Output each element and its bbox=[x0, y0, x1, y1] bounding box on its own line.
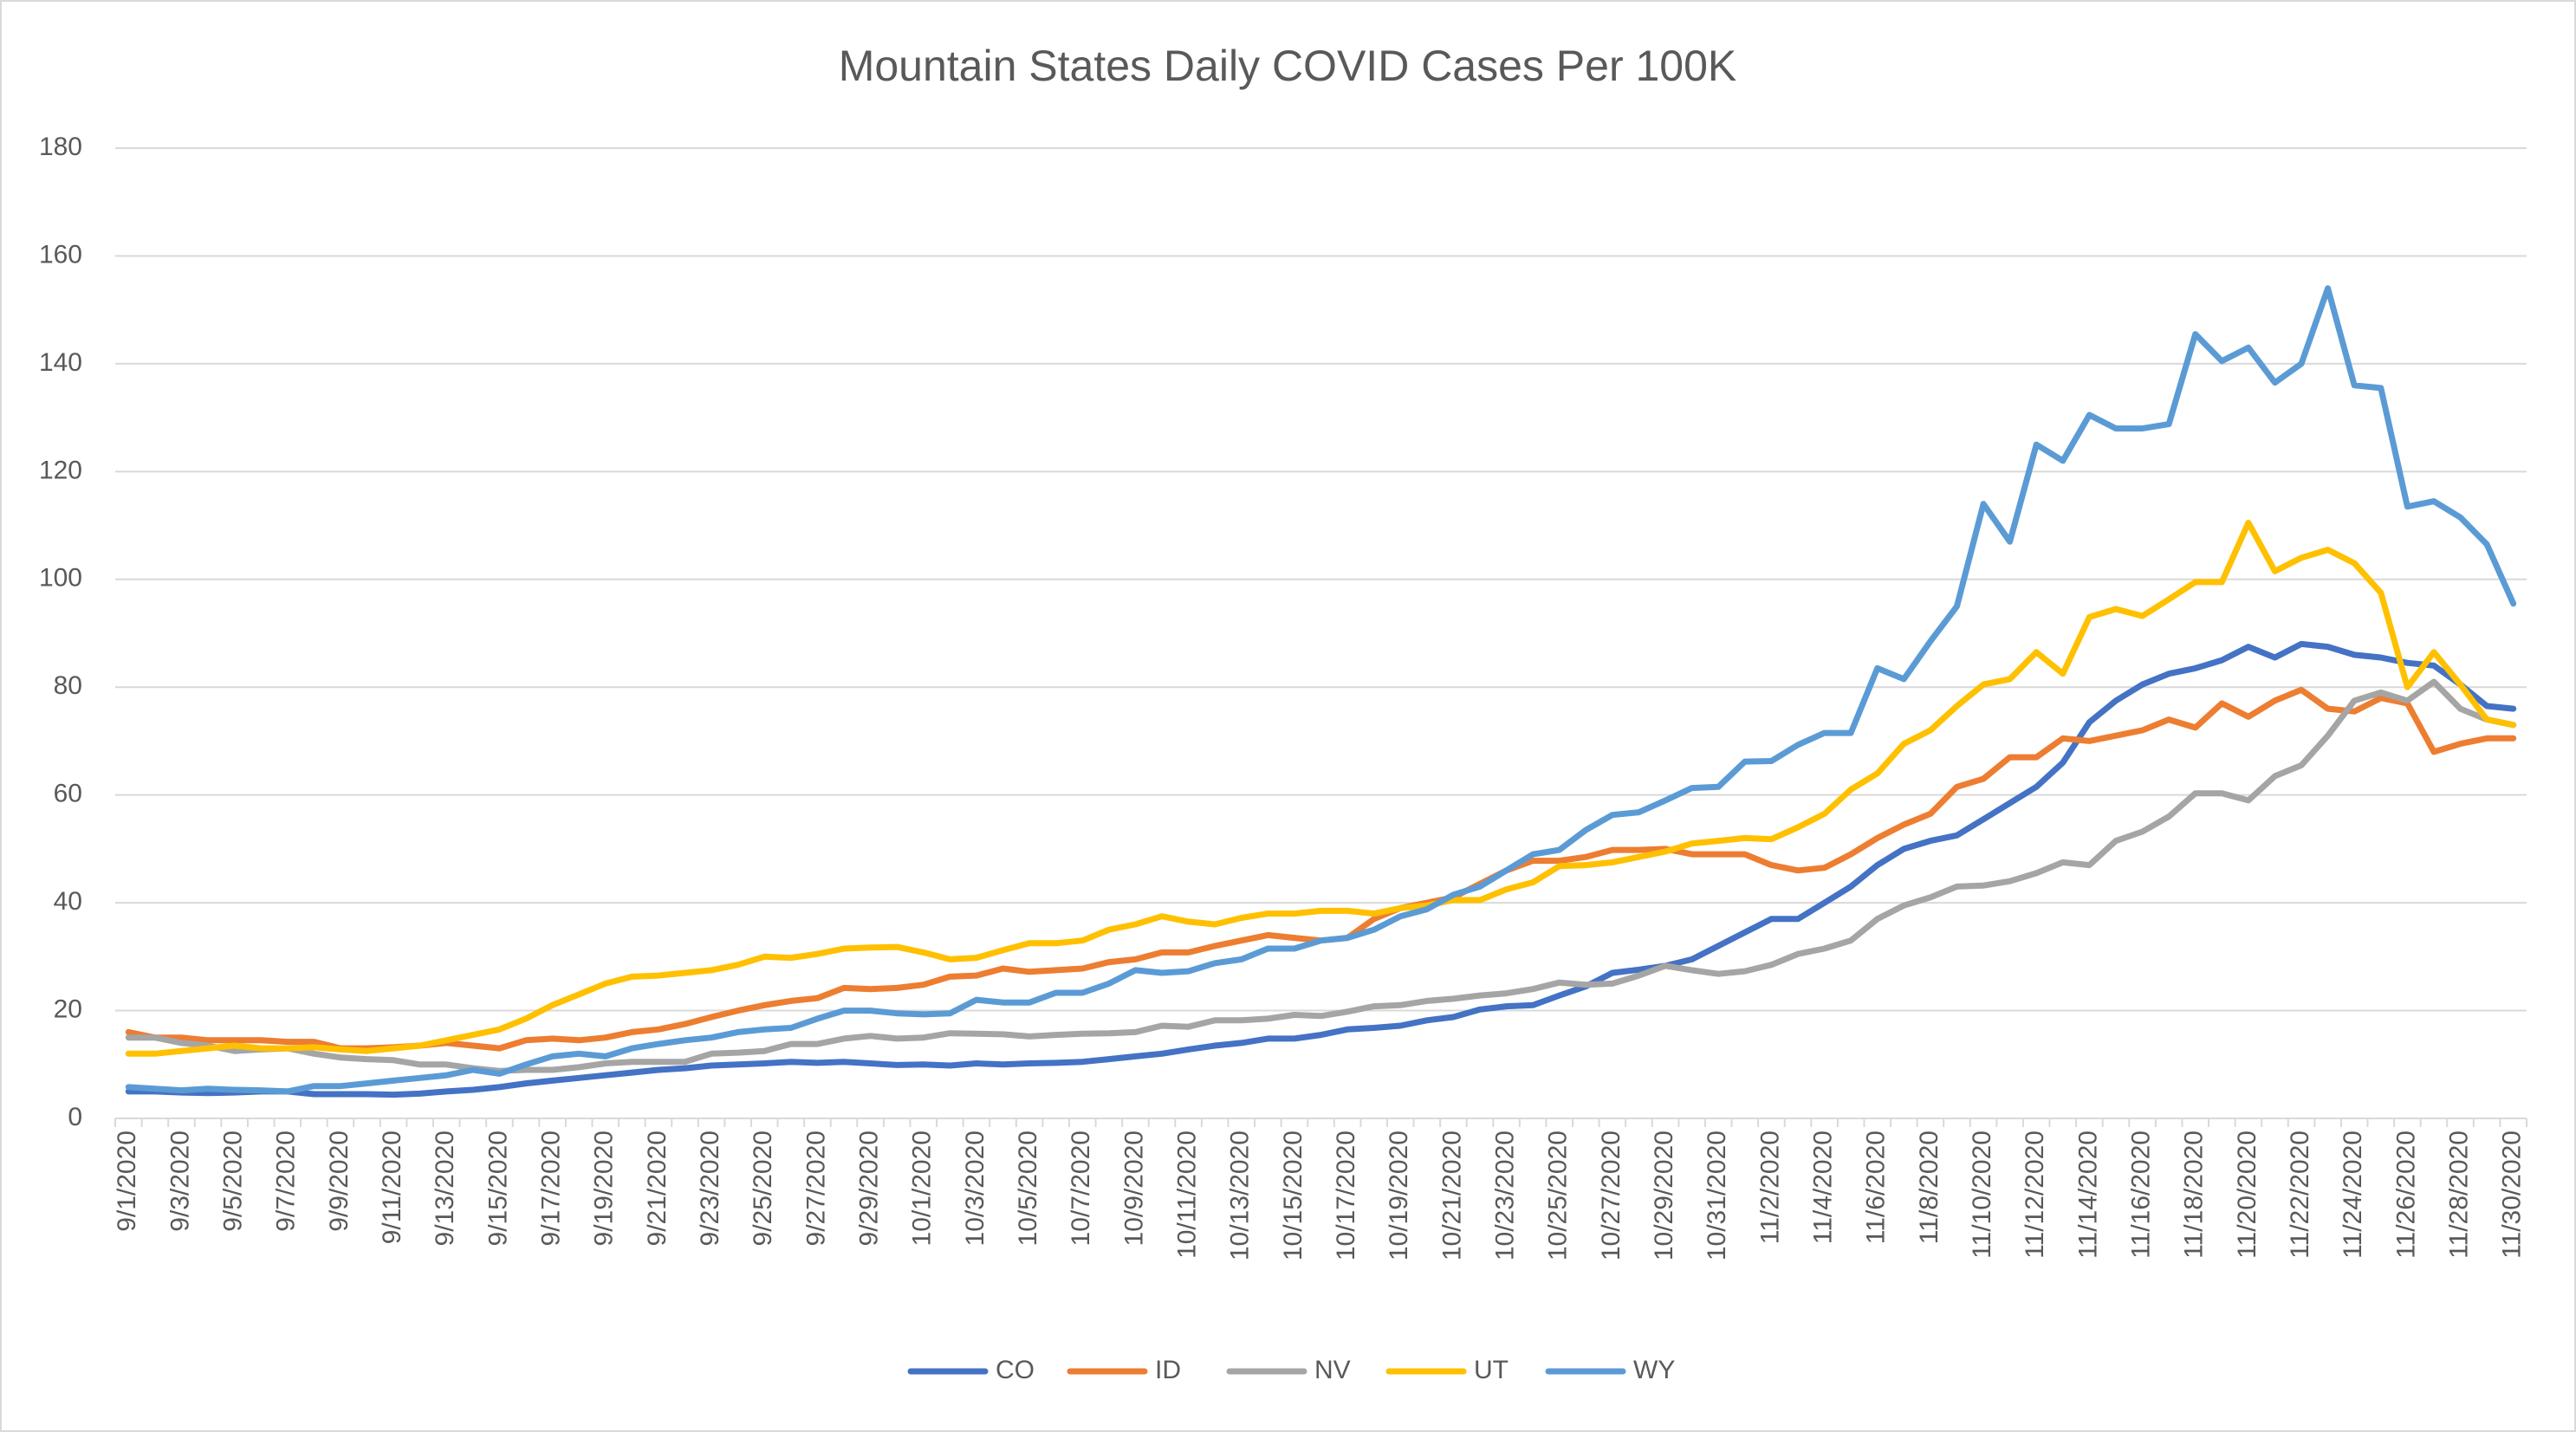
x-tick-label: 11/20/2020 bbox=[2233, 1131, 2261, 1259]
x-tick-label: 10/31/2020 bbox=[1703, 1131, 1731, 1260]
x-tick-label: 9/19/2020 bbox=[590, 1131, 619, 1246]
x-tick-label: 11/12/2020 bbox=[2021, 1131, 2049, 1259]
x-tick-label: 10/29/2020 bbox=[1650, 1131, 1678, 1260]
series-line bbox=[125, 519, 2517, 1057]
legend-label: NV bbox=[1314, 1356, 1351, 1384]
x-tick-label: 10/19/2020 bbox=[1385, 1131, 1413, 1260]
x-tick-label: 11/28/2020 bbox=[2444, 1131, 2473, 1259]
x-tick-label: 11/16/2020 bbox=[2126, 1131, 2155, 1259]
x-tick-label: 10/1/2020 bbox=[908, 1131, 937, 1246]
x-tick-label: 10/23/2020 bbox=[1490, 1131, 1519, 1260]
series-line bbox=[125, 678, 2517, 1074]
x-tick-label: 10/5/2020 bbox=[1014, 1131, 1042, 1246]
legend-label: ID bbox=[1155, 1356, 1181, 1384]
x-tick-label: 9/15/2020 bbox=[483, 1131, 512, 1246]
x-tick-label: 10/15/2020 bbox=[1279, 1131, 1307, 1260]
x-tick-label: 9/23/2020 bbox=[696, 1131, 724, 1246]
x-tick-label: 10/17/2020 bbox=[1332, 1131, 1360, 1260]
x-tick-label: 9/21/2020 bbox=[643, 1131, 672, 1246]
legend-label: WY bbox=[1633, 1356, 1675, 1384]
x-tick-label: 9/13/2020 bbox=[431, 1131, 459, 1246]
x-tick-label: 9/17/2020 bbox=[537, 1131, 566, 1246]
y-tick-label: 80 bbox=[54, 671, 82, 700]
x-tick-label: 11/30/2020 bbox=[2498, 1131, 2527, 1259]
y-tick-label: 160 bbox=[39, 240, 82, 269]
x-tick-label: 9/7/2020 bbox=[272, 1131, 301, 1232]
x-tick-label: 11/14/2020 bbox=[2073, 1131, 2102, 1259]
x-tick-label: 9/29/2020 bbox=[855, 1131, 884, 1246]
x-tick-label: 10/11/2020 bbox=[1173, 1131, 1202, 1259]
x-tick-label: 11/24/2020 bbox=[2339, 1131, 2367, 1259]
x-tick-label: 10/25/2020 bbox=[1544, 1131, 1573, 1260]
y-tick-label: 20 bbox=[54, 995, 82, 1023]
x-tick-label: 10/13/2020 bbox=[1226, 1131, 1255, 1260]
y-tick-label: 180 bbox=[39, 133, 82, 161]
y-tick-label: 120 bbox=[39, 456, 82, 484]
x-tick-label: 9/25/2020 bbox=[749, 1131, 777, 1246]
legend-label: UT bbox=[1474, 1356, 1509, 1384]
x-tick-label: 10/21/2020 bbox=[1437, 1131, 1466, 1260]
series-line bbox=[125, 285, 2517, 1095]
x-tick-label: 10/7/2020 bbox=[1067, 1131, 1095, 1246]
x-tick-label: 10/27/2020 bbox=[1597, 1131, 1625, 1260]
x-tick-label: 9/11/2020 bbox=[378, 1131, 406, 1244]
x-tick-label: 11/6/2020 bbox=[1862, 1131, 1891, 1244]
x-tick-label: 11/22/2020 bbox=[2286, 1131, 2314, 1259]
x-tick-label: 11/26/2020 bbox=[2391, 1131, 2420, 1259]
x-tick-label: 11/10/2020 bbox=[1968, 1131, 1996, 1259]
legend-label: CO bbox=[996, 1356, 1035, 1384]
x-tick-label: 11/18/2020 bbox=[2180, 1131, 2209, 1259]
x-tick-label: 10/3/2020 bbox=[961, 1131, 990, 1246]
y-tick-label: 140 bbox=[39, 348, 82, 377]
x-tick-label: 10/9/2020 bbox=[1119, 1131, 1148, 1246]
x-tick-label: 11/4/2020 bbox=[1808, 1131, 1837, 1244]
series-line bbox=[125, 640, 2517, 1098]
x-tick-label: 11/2/2020 bbox=[1755, 1131, 1784, 1244]
x-tick-label: 9/9/2020 bbox=[325, 1131, 354, 1232]
chart-title: Mountain States Daily COVID Cases Per 10… bbox=[839, 42, 1737, 90]
x-tick-label: 9/1/2020 bbox=[113, 1131, 141, 1232]
x-tick-label: 11/8/2020 bbox=[1915, 1131, 1943, 1244]
y-tick-label: 60 bbox=[54, 780, 82, 808]
x-tick-label: 9/5/2020 bbox=[219, 1131, 248, 1232]
x-tick-label: 9/3/2020 bbox=[165, 1131, 194, 1232]
y-tick-label: 40 bbox=[54, 887, 82, 916]
x-tick-label: 9/27/2020 bbox=[801, 1131, 830, 1246]
y-tick-label: 100 bbox=[39, 564, 82, 593]
y-tick-label: 0 bbox=[68, 1103, 82, 1131]
